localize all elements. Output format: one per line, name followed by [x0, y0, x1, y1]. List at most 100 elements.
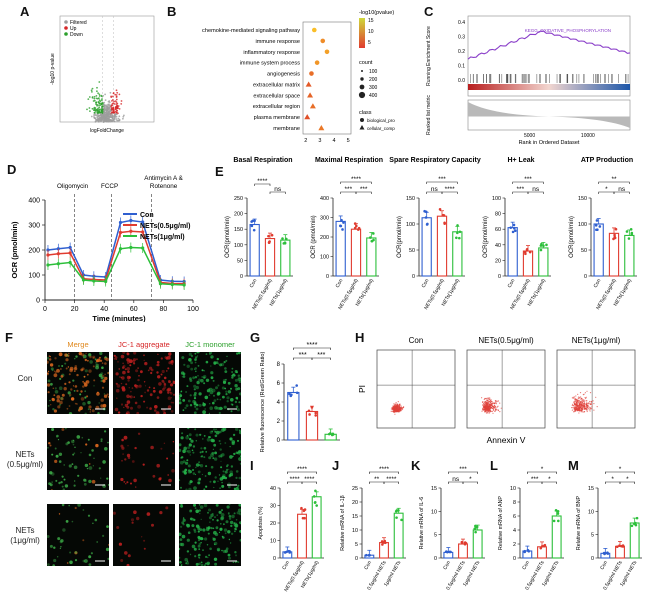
microscopy-signal	[147, 369, 150, 372]
microscopy-signal	[69, 366, 74, 371]
microscopy-signal	[47, 379, 51, 383]
ocr-point	[182, 283, 186, 287]
microscopy-signal	[212, 448, 214, 450]
bar-data-point	[557, 519, 560, 523]
bar	[443, 551, 454, 559]
bar-data-point	[448, 550, 451, 554]
microscopy-signal	[212, 457, 215, 459]
microscopy-signal	[67, 391, 71, 395]
volcano-point	[97, 101, 100, 104]
microscopy-signal	[51, 428, 55, 431]
bar-data-point	[543, 544, 546, 547]
microscopy-signal	[179, 448, 182, 452]
microscopy-signal	[179, 547, 181, 551]
enrichment-class-label: biological_process	[367, 118, 395, 123]
bar-ytick-label: 0	[412, 274, 415, 280]
microscopy-signal	[210, 527, 213, 530]
microscopy-signal	[94, 518, 98, 522]
microscopy-signal	[52, 408, 55, 411]
bar	[393, 512, 404, 559]
bar	[324, 433, 337, 441]
microscopy-signal	[187, 428, 189, 430]
microscopy-signal	[198, 378, 201, 382]
flow-event	[485, 405, 487, 407]
microscopy-signal	[204, 537, 208, 541]
enrichment-dot-plot: chemokine-mediated signaling pathwayimmu…	[202, 10, 395, 144]
microscopy-signal	[217, 384, 220, 387]
enrichment-legend-color-title: -log10(pvalue)	[359, 10, 394, 16]
microscopy-signal	[82, 539, 85, 542]
volcano-point	[93, 97, 96, 100]
microscopy-signal	[74, 506, 77, 510]
microscopy-signal	[107, 484, 109, 486]
microscopy-signal	[235, 476, 238, 479]
flow-event	[494, 406, 496, 408]
microscopy-signal	[92, 522, 94, 524]
microscopy-signal	[208, 516, 212, 520]
flow-event	[481, 410, 483, 412]
flow-event	[495, 400, 498, 402]
microscopy-signal	[82, 385, 85, 388]
ocr-point	[129, 229, 133, 233]
microscopy-signal	[133, 478, 137, 483]
bar-category-label: Con	[421, 278, 431, 289]
flow-event	[591, 403, 593, 405]
flow-event	[591, 405, 593, 407]
bar-data-point	[475, 525, 479, 529]
bar-data-point	[438, 208, 442, 211]
microscopy-signal	[57, 405, 61, 409]
microscopy-signal	[58, 365, 60, 367]
bar	[615, 545, 625, 559]
microscopy-signal	[88, 555, 92, 559]
microscopy-signal	[186, 561, 190, 565]
bar-data-point	[621, 544, 625, 547]
volcano-point	[115, 111, 118, 114]
microscopy-signal	[132, 359, 135, 363]
ocr-series-line	[47, 219, 185, 283]
microscopy-signal	[87, 359, 89, 362]
volcano-point	[114, 115, 116, 118]
microscopy-signal	[171, 469, 175, 473]
microscopy-signal	[195, 466, 197, 469]
volcano-point	[101, 111, 103, 114]
microscopy-signal	[64, 353, 68, 357]
microscopy-signal	[230, 465, 234, 468]
flow-event	[493, 402, 495, 404]
significance-bracket	[613, 191, 630, 194]
microscopy-signal	[223, 523, 225, 526]
flow-plot-frame	[556, 349, 636, 429]
bar-data-point	[382, 541, 385, 544]
flow-event	[485, 408, 487, 410]
microscopy-signal	[162, 388, 165, 391]
flow-event	[587, 409, 589, 411]
flow-event	[590, 402, 592, 404]
flow-event	[574, 404, 577, 406]
microscopy-signal	[202, 410, 206, 414]
microscopy-signal	[199, 512, 201, 515]
bar-ytick-label: 30	[270, 504, 276, 510]
flow-event	[578, 408, 580, 410]
bar-data-point	[251, 219, 254, 223]
microscopy-signal	[80, 368, 84, 372]
microscopy-signal	[59, 377, 62, 380]
microscopy-signal	[158, 477, 162, 481]
microscopy-signal	[238, 401, 241, 404]
microscopy-signal	[133, 352, 137, 355]
microscopy-signal	[113, 511, 116, 515]
flow-event	[499, 402, 501, 404]
microscopy-signal	[195, 356, 198, 359]
microscopy-image	[179, 352, 241, 414]
flow-event	[580, 402, 582, 404]
microscopy-signal	[211, 451, 215, 455]
microscopy-signal	[158, 390, 163, 394]
microscopy-signal	[234, 530, 236, 533]
bar	[249, 223, 260, 277]
microscopy-signal	[213, 457, 218, 461]
bar	[335, 220, 346, 277]
bar-data-point	[595, 219, 599, 222]
microscopy-signal	[201, 450, 204, 453]
microscopy-signal	[220, 513, 225, 517]
volcano-point	[90, 89, 93, 92]
microscopy-signal	[126, 352, 129, 355]
